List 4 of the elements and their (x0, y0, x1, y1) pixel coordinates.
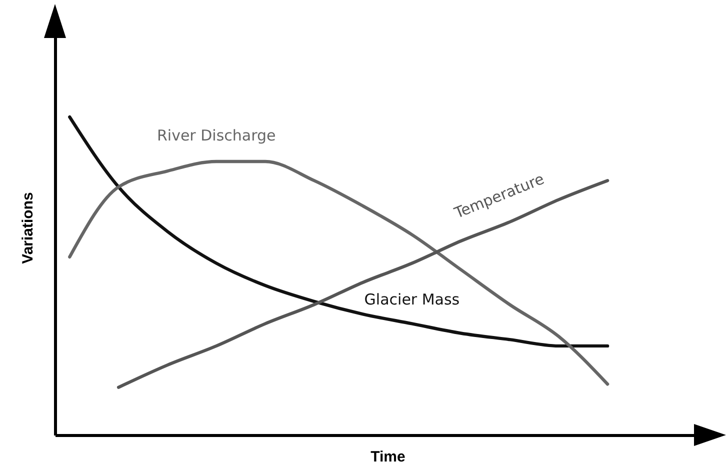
series-label: Glacier Mass (364, 290, 460, 309)
y-axis-title: Variations (20, 192, 36, 264)
series-label: River Discharge (156, 126, 276, 145)
x-axis-title: Time (370, 448, 406, 466)
